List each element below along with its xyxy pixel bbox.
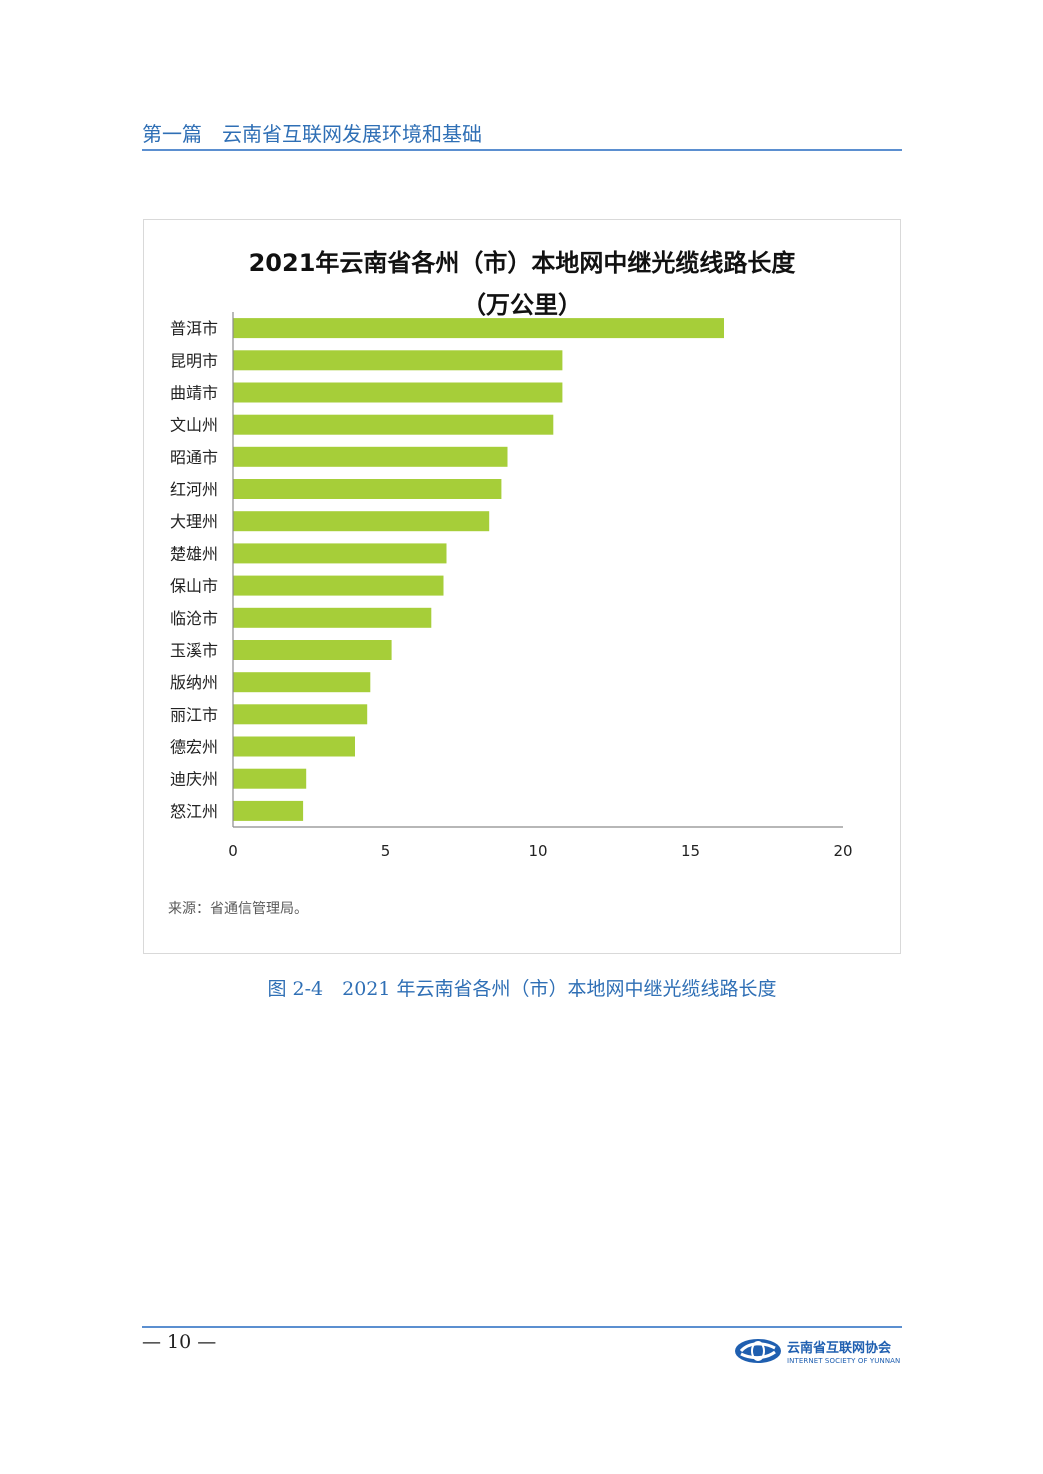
category-label: 怒江州 [170, 802, 218, 821]
logo-text-en: INTERNET SOCIETY OF YUNNAN [787, 1357, 901, 1365]
category-label: 德宏州 [170, 738, 218, 757]
x-tick-label: 5 [381, 842, 391, 860]
bar [233, 768, 307, 789]
bar [233, 350, 563, 371]
bar [233, 414, 554, 435]
category-label: 版纳州 [170, 673, 218, 692]
footer-divider [142, 1326, 902, 1328]
x-tick-label: 20 [833, 842, 852, 860]
category-label: 昆明市 [170, 351, 218, 370]
bar [233, 640, 392, 660]
category-label: 普洱市 [170, 319, 218, 338]
section-header: 第一篇 云南省互联网发展环境和基础 [142, 122, 482, 146]
bar [233, 736, 355, 757]
category-label: 丽江市 [170, 705, 218, 724]
category-label: 保山市 [170, 577, 218, 596]
category-label: 玉溪市 [170, 641, 218, 660]
bar [233, 511, 490, 532]
category-label: 曲靖市 [170, 384, 218, 403]
bar [233, 318, 724, 339]
category-label: 大理州 [170, 512, 218, 531]
bar [233, 479, 502, 499]
bar [233, 446, 508, 467]
association-logo[interactable]: 云南省互联网协会 INTERNET SOCIETY OF YUNNAN [733, 1336, 903, 1370]
bar [233, 607, 432, 628]
bar [233, 543, 447, 564]
category-label: 临沧市 [170, 609, 218, 628]
chart-source: 来源：省通信管理局。 [168, 901, 308, 917]
globe-logo-icon [735, 1339, 781, 1363]
header-divider [142, 149, 902, 151]
figure-caption: 图 2-4 2021 年云南省各州（市）本地网中继光缆线路长度 [267, 978, 777, 1000]
page-number: — 10 — [142, 1331, 217, 1353]
category-label: 昭通市 [170, 448, 218, 467]
bar [233, 382, 563, 403]
category-label: 红河州 [170, 480, 218, 499]
x-tick-label: 10 [528, 842, 547, 860]
x-tick-label: 15 [681, 842, 700, 860]
bar [233, 672, 371, 693]
category-label: 迪庆州 [170, 770, 218, 789]
logo-text-cn: 云南省互联网协会 [787, 1341, 892, 1356]
chart-title-unit: （万公里） [462, 291, 582, 319]
chart-title: 2021年云南省各州（市）本地网中继光缆线路长度 [248, 249, 796, 277]
category-label: 楚雄州 [170, 544, 218, 563]
x-tick-label: 0 [228, 842, 238, 860]
category-label: 文山州 [170, 416, 218, 435]
bar [233, 575, 444, 596]
bar [233, 704, 368, 725]
bar [233, 800, 304, 821]
